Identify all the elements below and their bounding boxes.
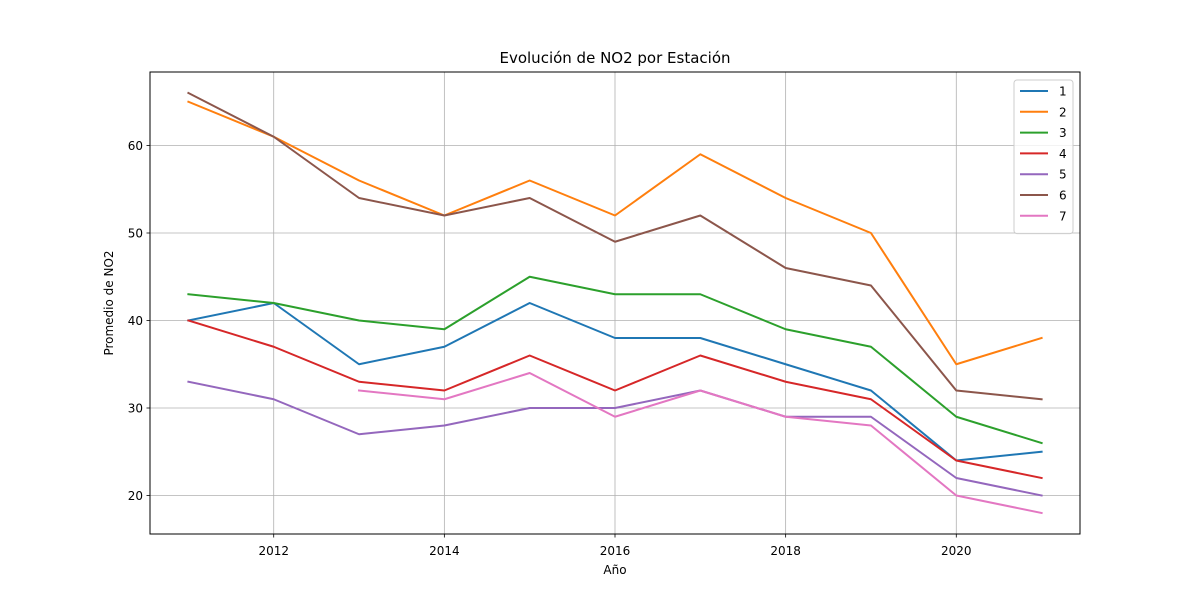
- legend-label-2: 2: [1059, 105, 1067, 119]
- chart-title: Evolución de NO2 por Estación: [499, 49, 730, 67]
- legend-label-3: 3: [1059, 126, 1067, 140]
- series-lines: [187, 91, 1043, 515]
- series-line-1: [187, 302, 1043, 462]
- series-line-2: [187, 100, 1043, 366]
- y-tick-label: 60: [128, 139, 143, 153]
- series-line-7: [357, 372, 1043, 515]
- legend: 1 2 3 4 5 6 7: [1013, 79, 1074, 235]
- x-tick-label: 2012: [258, 544, 289, 558]
- series-line-3: [187, 275, 1043, 445]
- series-line-5: [187, 380, 1043, 497]
- legend-label-5: 5: [1059, 168, 1067, 182]
- y-tick-label: 30: [128, 402, 143, 416]
- legend-label-6: 6: [1059, 189, 1067, 203]
- series-line-6: [187, 91, 1043, 401]
- legend-label-7: 7: [1059, 209, 1067, 223]
- y-tick-label: 20: [128, 489, 143, 503]
- y-tick-label: 40: [128, 314, 143, 328]
- legend-label-1: 1: [1059, 85, 1067, 99]
- series-line-4: [187, 319, 1043, 480]
- y-tick-label: 50: [128, 227, 143, 241]
- x-tick-label: 2016: [600, 544, 631, 558]
- x-axis-label: Año: [603, 563, 626, 577]
- legend-label-4: 4: [1059, 147, 1067, 161]
- y-axis-label: Promedio de NO2: [102, 250, 116, 355]
- x-tick-label: 2020: [941, 544, 972, 558]
- x-tick-label: 2018: [770, 544, 801, 558]
- x-tick-label: 2014: [429, 544, 460, 558]
